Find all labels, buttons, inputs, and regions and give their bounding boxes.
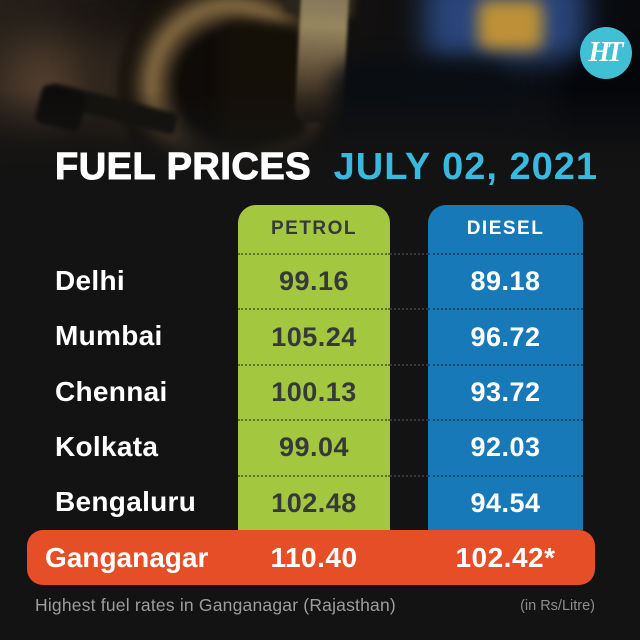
- petrol-column: PETROL 99.16 105.24 100.13 99.04 102.48: [238, 205, 390, 530]
- petrol-column-header: PETROL: [270, 218, 358, 239]
- diesel-value: 94.54: [428, 474, 583, 530]
- yellow-sign-blur-shape: [478, 0, 543, 50]
- petrol-value: 102.48: [238, 474, 390, 530]
- highlight-city-label: Ganganagar: [45, 541, 209, 573]
- ht-logo: HT: [580, 27, 632, 79]
- column-gap-dotted-lines: [390, 205, 428, 530]
- diesel-value: 89.18: [428, 253, 583, 308]
- photo-fade-overlay: [0, 90, 640, 172]
- diesel-value: 92.03: [428, 419, 583, 474]
- footer-note: Highest fuel rates in Ganganagar (Rajast…: [35, 595, 396, 615]
- city-label: Mumbai: [55, 320, 163, 352]
- city-label: Kolkata: [55, 430, 159, 462]
- diesel-value: 93.72: [428, 363, 583, 419]
- diesel-column: DIESEL 89.18 96.72 93.72 92.03 94.54: [428, 205, 583, 530]
- page-date: JULY 02, 2021: [333, 146, 599, 188]
- highlight-row: Ganganagar 110.40 102.42*: [27, 530, 595, 585]
- diesel-column-header: DIESEL: [466, 218, 545, 239]
- petrol-value: 100.13: [238, 363, 390, 419]
- title-bar: FUEL PRICES JULY 02, 2021: [54, 146, 599, 189]
- footer-unit-label: (in Rs/Litre): [520, 598, 595, 614]
- header-photo: [0, 0, 640, 172]
- ht-logo-text: HT: [588, 37, 624, 68]
- city-label: Delhi: [55, 264, 125, 296]
- page-title: FUEL PRICES: [54, 146, 312, 189]
- highlight-petrol-value: 110.40: [270, 541, 358, 573]
- petrol-value: 105.24: [238, 308, 390, 363]
- city-label: Bengaluru: [55, 486, 197, 518]
- petrol-value: 99.04: [238, 419, 390, 474]
- city-column: Delhi Mumbai Chennai Kolkata Bengaluru: [55, 253, 235, 530]
- city-label: Chennai: [55, 375, 168, 407]
- diesel-value: 96.72: [428, 308, 583, 363]
- petrol-value: 99.16: [238, 253, 390, 308]
- highlight-diesel-value: 102.42*: [455, 541, 556, 573]
